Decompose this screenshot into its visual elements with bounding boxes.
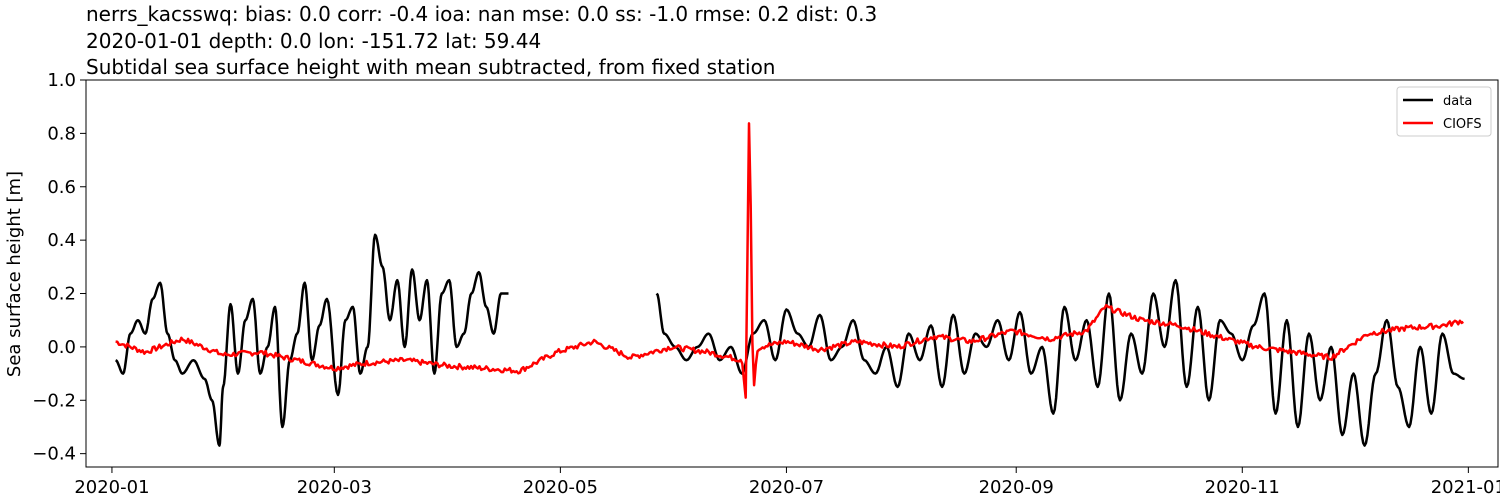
chart-title-line-1: nerrs_kacsswq: bias: 0.0 corr: -0.4 ioa:… (86, 2, 878, 26)
y-tick-label: 0.4 (47, 230, 76, 251)
y-tick-label: −0.4 (32, 444, 76, 465)
y-tick-label: 0.6 (47, 177, 76, 198)
x-tick-label: 2020-07 (749, 477, 824, 498)
y-axis: −0.4 −0.2 0.0 0.2 0.4 0.6 0.8 1.0 (32, 70, 86, 465)
plot-area-frame (85, 79, 1499, 468)
x-tick-label: 2020-11 (1205, 477, 1280, 498)
series-layer (115, 122, 1465, 447)
x-tick-label: 2020-09 (979, 477, 1054, 498)
y-tick-label: 0.2 (47, 284, 76, 305)
x-tick-label: 2021-01 (1431, 477, 1500, 498)
y-tick-label: −0.2 (32, 390, 76, 411)
legend: data CIOFS (1396, 86, 1492, 137)
chart-title-line-2: 2020-01-01 depth: 0.0 lon: -151.72 lat: … (86, 29, 542, 53)
chart-title-line-3: Subtidal sea surface height with mean su… (86, 55, 776, 79)
y-tick-label: 0.8 (47, 123, 76, 144)
series-line-data-segment-0 (115, 233, 509, 447)
y-tick-label: 0.0 (47, 337, 76, 358)
series-line-ciofs-segment-0 (115, 122, 1464, 399)
x-tick-label: 2020-05 (523, 477, 598, 498)
x-tick-label: 2020-03 (297, 477, 372, 498)
legend-label-ciofs: CIOFS (1443, 117, 1482, 132)
series-line-data-segment-1 (655, 278, 1465, 447)
y-axis-label: Sea surface height [m] (4, 171, 25, 377)
y-tick-label: 1.0 (47, 70, 76, 91)
x-tick-label: 2020-01 (74, 477, 149, 498)
legend-label-data: data (1443, 94, 1472, 109)
x-axis: 2020-01 2020-03 2020-05 2020-07 2020-09 2020-… (74, 467, 1500, 498)
